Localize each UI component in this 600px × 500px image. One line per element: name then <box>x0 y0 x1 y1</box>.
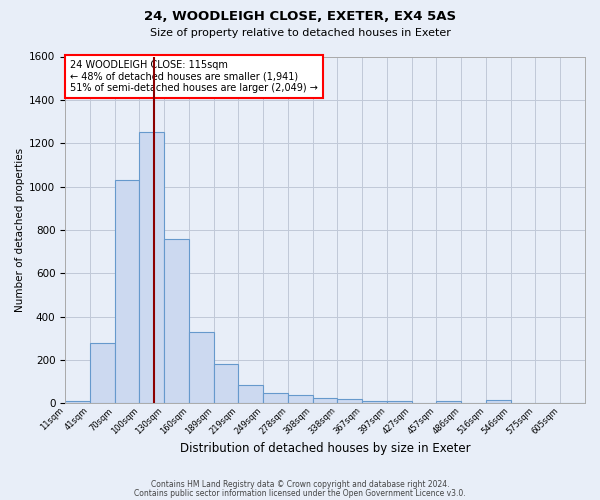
Bar <box>387 401 412 404</box>
Bar <box>337 400 362 404</box>
Bar <box>139 132 164 404</box>
Text: Size of property relative to detached houses in Exeter: Size of property relative to detached ho… <box>149 28 451 38</box>
Bar <box>288 395 313 404</box>
Bar <box>238 385 263 404</box>
Bar <box>263 393 288 404</box>
X-axis label: Distribution of detached houses by size in Exeter: Distribution of detached houses by size … <box>180 442 470 455</box>
Bar <box>164 238 189 404</box>
Bar <box>313 398 337 404</box>
Y-axis label: Number of detached properties: Number of detached properties <box>15 148 25 312</box>
Bar <box>436 400 461 404</box>
Bar <box>189 332 214 404</box>
Bar <box>486 400 511 404</box>
Text: 24 WOODLEIGH CLOSE: 115sqm
← 48% of detached houses are smaller (1,941)
51% of s: 24 WOODLEIGH CLOSE: 115sqm ← 48% of deta… <box>70 60 318 93</box>
Bar <box>90 342 115 404</box>
Bar <box>214 364 238 404</box>
Bar <box>362 400 387 404</box>
Text: Contains HM Land Registry data © Crown copyright and database right 2024.: Contains HM Land Registry data © Crown c… <box>151 480 449 489</box>
Text: Contains public sector information licensed under the Open Government Licence v3: Contains public sector information licen… <box>134 488 466 498</box>
Bar <box>115 180 139 404</box>
Bar <box>65 401 90 404</box>
Text: 24, WOODLEIGH CLOSE, EXETER, EX4 5AS: 24, WOODLEIGH CLOSE, EXETER, EX4 5AS <box>144 10 456 23</box>
